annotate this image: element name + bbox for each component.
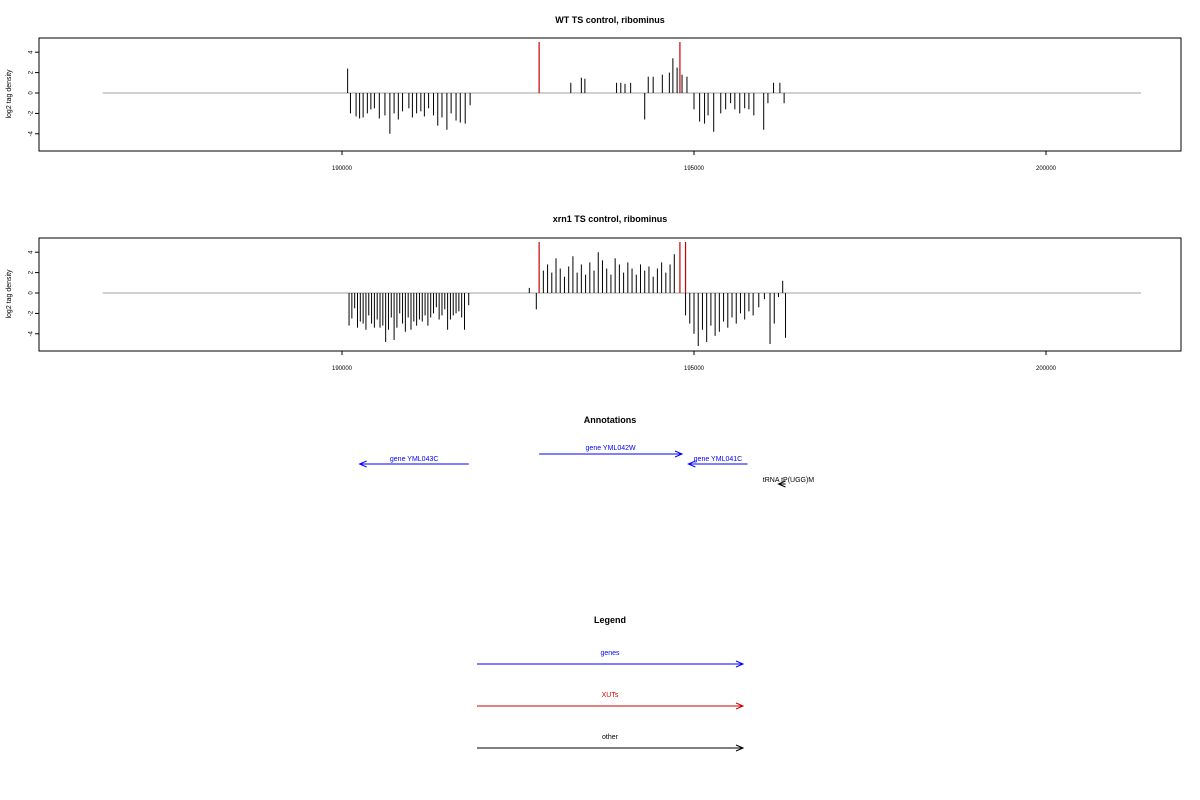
plot-frame-wt	[38, 37, 1182, 152]
y-tick-label: -4	[29, 330, 35, 336]
plot-frame-xrn1	[38, 237, 1182, 352]
track-panel-wt: WT TS control, ribominus log2 tag densit…	[6, 15, 1182, 172]
legend-label: genes	[600, 650, 620, 657]
annotation-label: gene YML043C	[390, 456, 439, 463]
annotation-label: gene YML041C	[694, 456, 743, 463]
annotation-features: gene YML043C gene YML042W gene YML041C tRNA…	[358, 445, 815, 488]
annotation-feature: gene YML042W	[539, 445, 684, 458]
y-tick-label: 2	[29, 70, 35, 74]
panel-title-xrn1: xrn1 TS control, ribominus	[553, 214, 668, 224]
annotation-feature: tRNA tP(UGG)M	[763, 477, 815, 488]
annotation-label: gene YML042W	[586, 445, 636, 452]
legend-item: XUTs	[477, 692, 745, 710]
legend-arrowhead	[735, 660, 745, 668]
y-tick-label: -2	[29, 310, 35, 316]
legend-panel: Legend genes XUTs other	[477, 615, 745, 752]
y-tick-label: -4	[29, 130, 35, 136]
annotation-arrowhead	[674, 450, 684, 458]
y-axis-label-xrn1: log2 tag density	[6, 269, 13, 319]
x-tick-label: 195000	[684, 366, 705, 372]
plot-area-wt: 4 2 0 -2 -4 190000 195000 200000	[29, 42, 1142, 172]
y-tick-label: 2	[29, 270, 35, 274]
track-panel-xrn1: xrn1 TS control, ribominus log2 tag dens…	[6, 214, 1182, 372]
legend-item: genes	[477, 650, 745, 668]
annotation-feature: gene YML041C	[687, 456, 748, 468]
legend-label: other	[602, 734, 619, 741]
x-tick-label: 190000	[332, 366, 353, 372]
legend-arrowhead	[735, 702, 745, 710]
plot-area-xrn1: 4 2 0 -2 -4 190000 195000 200000	[29, 242, 1142, 372]
y-axis-label-wt: log2 tag density	[6, 69, 13, 119]
y-tick-label: 4	[29, 250, 35, 254]
legend-items: genes XUTs other	[477, 650, 745, 752]
x-tick-label: 195000	[684, 166, 705, 172]
annotation-arrowhead	[777, 480, 786, 488]
legend-arrowhead	[735, 744, 745, 752]
y-tick-label: 0	[29, 91, 35, 95]
x-tick-label: 200000	[1036, 166, 1057, 172]
panel-title-wt: WT TS control, ribominus	[555, 15, 665, 25]
y-tick-label: -2	[29, 110, 35, 116]
y-tick-label: 0	[29, 291, 35, 295]
annotation-label: tRNA tP(UGG)M	[763, 477, 815, 484]
x-tick-label: 200000	[1036, 366, 1057, 372]
x-tick-label: 190000	[332, 166, 353, 172]
annotation-feature: gene YML043C	[358, 456, 469, 468]
annotation-arrowhead	[358, 460, 367, 468]
legend-item: other	[477, 734, 745, 752]
annotation-arrowhead	[687, 460, 696, 468]
annotations-title: Annotations	[584, 415, 637, 425]
legend-title: Legend	[594, 615, 626, 625]
y-tick-label: 4	[29, 50, 35, 54]
legend-label: XUTs	[602, 692, 619, 699]
